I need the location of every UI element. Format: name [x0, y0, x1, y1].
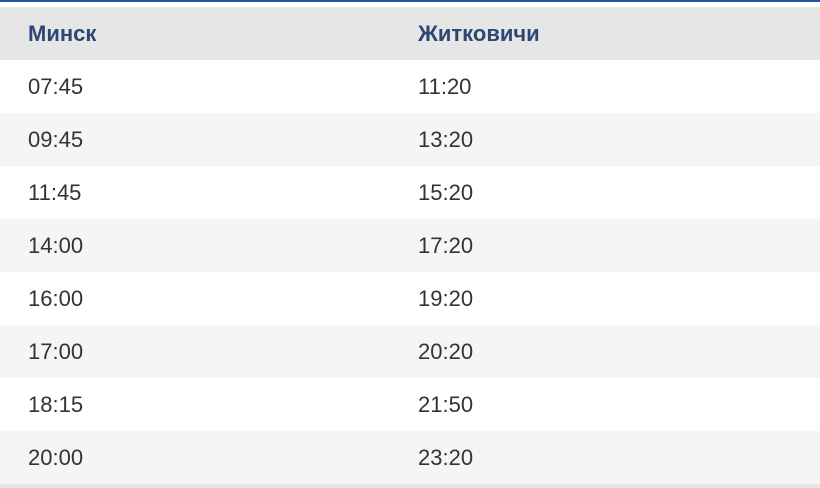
departure-time: 18:15	[28, 391, 84, 417]
header-minsk: Минск	[0, 7, 390, 60]
table-row: 17:00 20:20	[0, 325, 820, 378]
departure-time: 17:00	[0, 325, 390, 378]
table-row: 11:45 15:20	[0, 166, 820, 219]
arrival-time: 13:20	[390, 113, 820, 166]
table-row: 18:15 21:50	[0, 378, 820, 431]
arrival-time: 20:20	[390, 325, 820, 378]
arrival-time: 23:20	[390, 431, 820, 484]
bottom-border	[0, 484, 820, 488]
top-border	[0, 0, 820, 2]
departure-time: 07:45	[28, 73, 84, 99]
departure-time: 14:00	[0, 219, 390, 272]
arrival-time: 11:20	[418, 73, 472, 99]
arrival-time: 15:20	[418, 179, 474, 205]
departure-time: 09:45	[0, 113, 390, 166]
arrival-time: 21:50	[418, 391, 474, 417]
arrival-time: 19:20	[418, 285, 474, 311]
table-row: 07:45 11:20	[0, 60, 820, 113]
table-row: 14:00 17:20	[0, 219, 820, 272]
departure-time: 20:00	[0, 431, 390, 484]
schedule-table: Минск Житковичи 07:45 11:20 09:45 13:20 11:4…	[0, 7, 820, 484]
departure-time: 16:00	[28, 285, 84, 311]
table-row: 09:45 13:20	[0, 113, 820, 166]
table-header: Минск Житковичи	[0, 7, 820, 60]
departure-time: 11:45	[28, 179, 82, 205]
arrival-time: 17:20	[390, 219, 820, 272]
header-zhitkovichi: Житковичи	[390, 7, 820, 60]
table-row: 20:00 23:20	[0, 431, 820, 484]
table-row: 16:00 19:20	[0, 272, 820, 325]
